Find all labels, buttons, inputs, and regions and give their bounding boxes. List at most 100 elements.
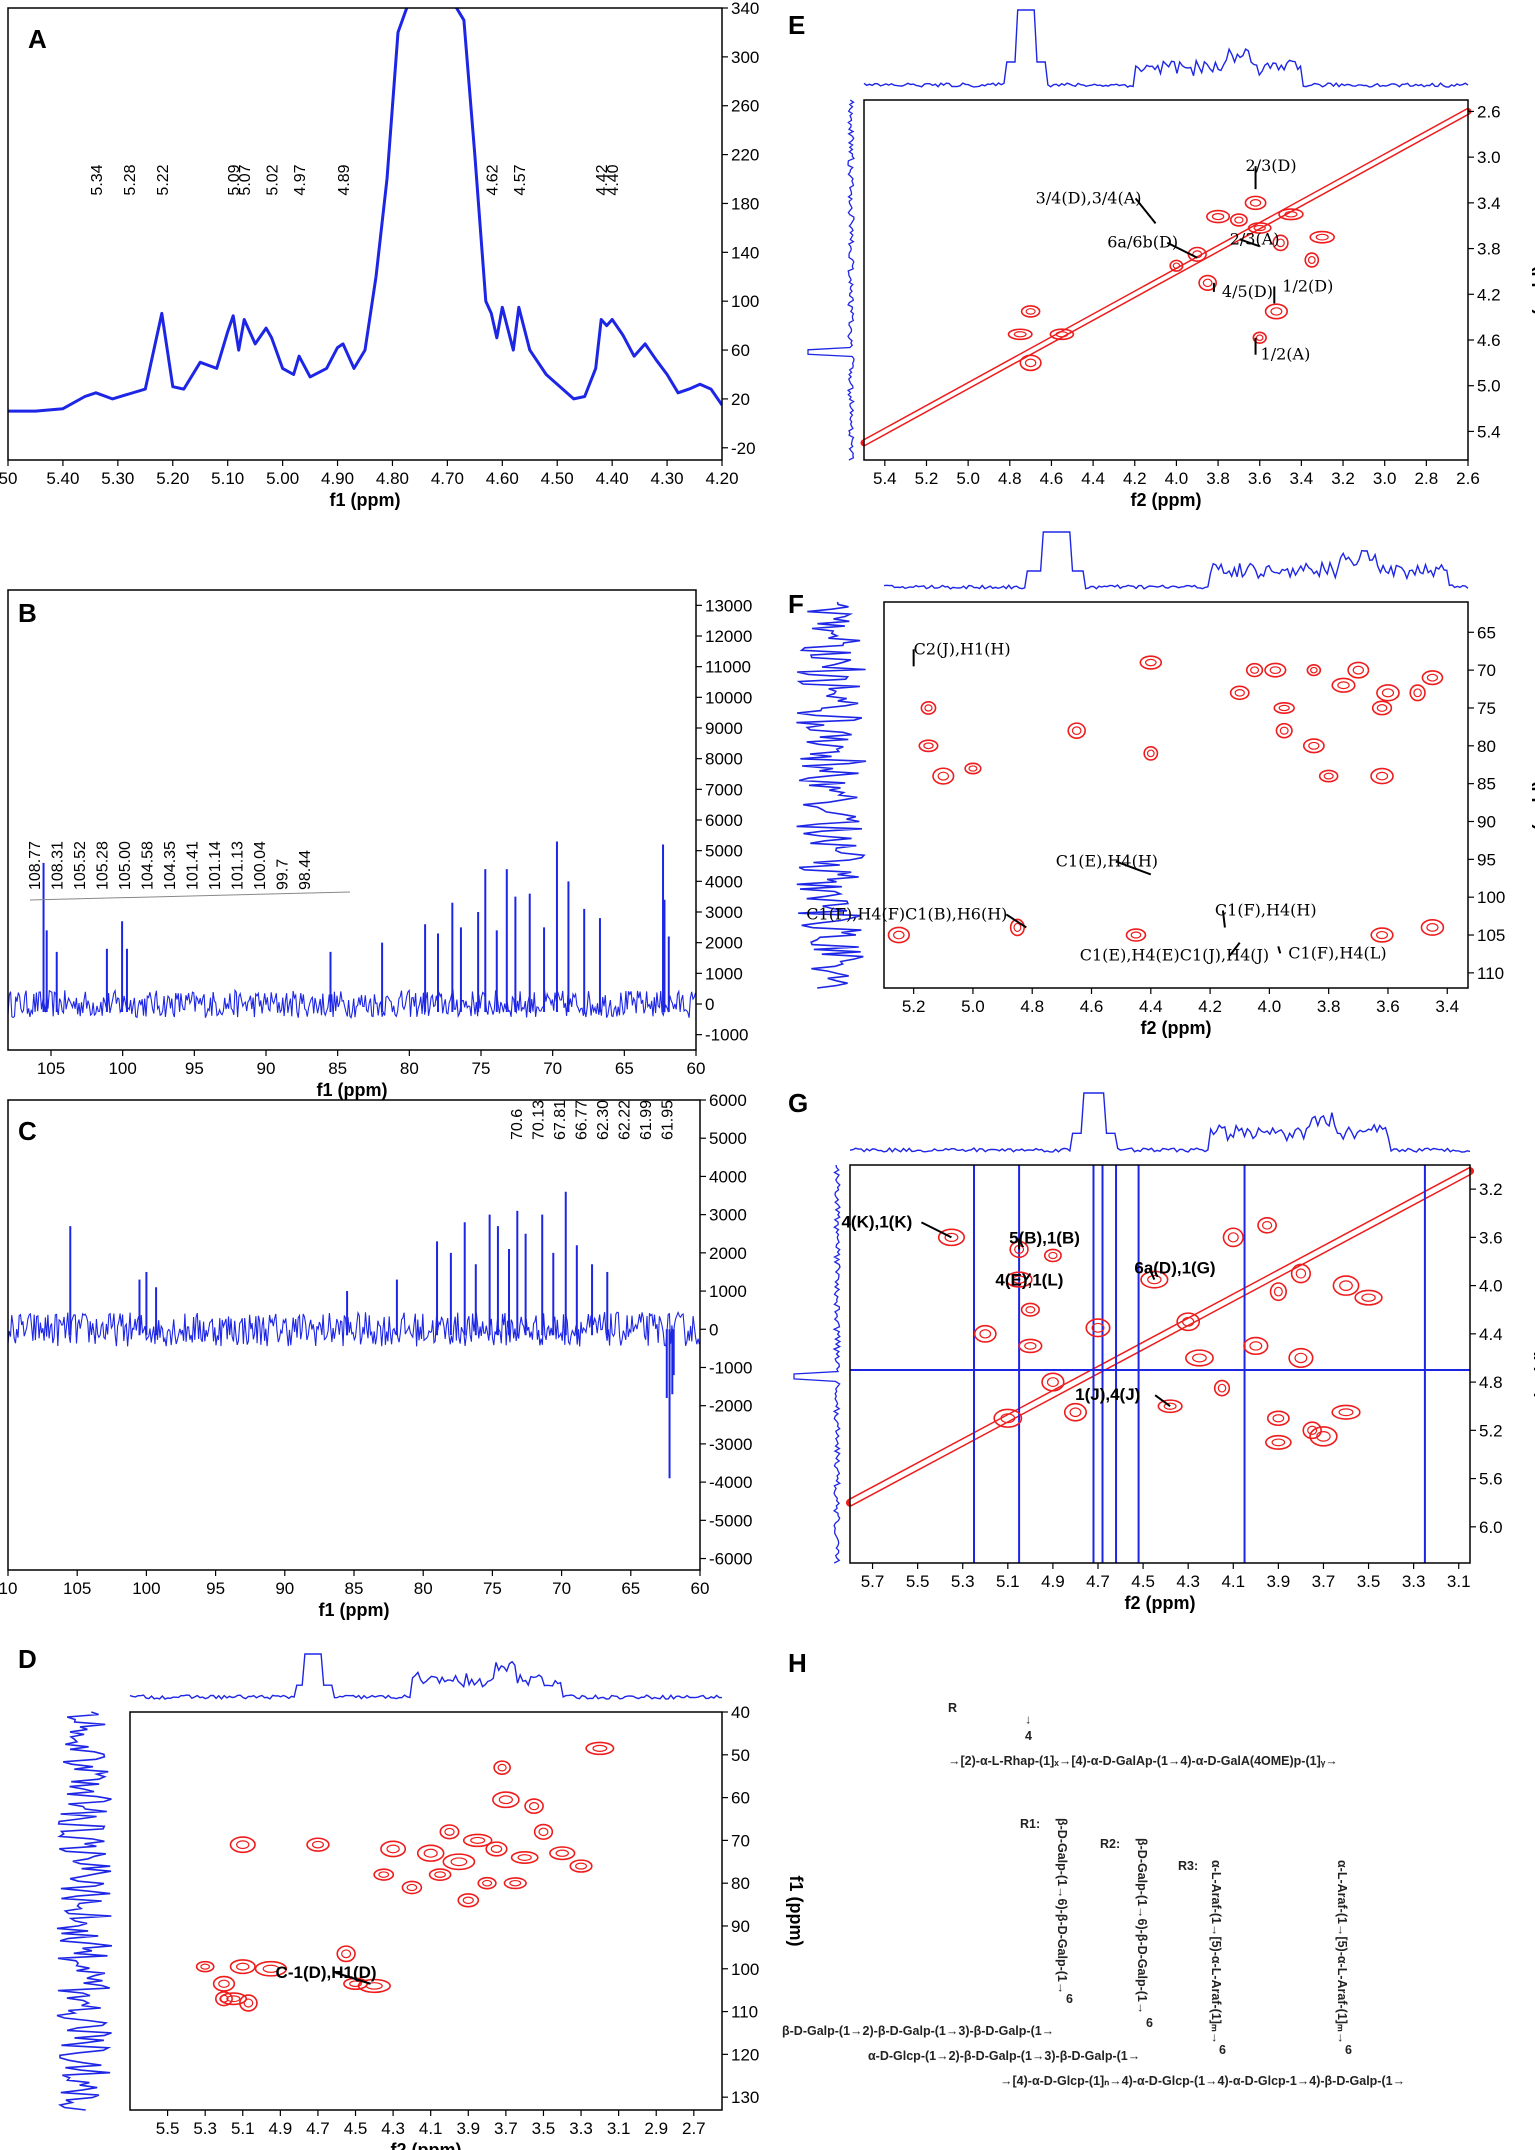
panel-g-x-tick-label: 3.3 [1402, 1572, 1426, 1591]
structure-r2-label: R2: [1100, 1837, 1120, 1851]
panel-a-peak-label: 5.07 [237, 164, 254, 195]
panel-d-cross-peak [533, 1823, 554, 1840]
panel-g-cross-peak-inner [1182, 1316, 1195, 1327]
panel-d-cross-peak-inner [444, 1827, 455, 1836]
panel-e-x-tick-label: 5.2 [915, 469, 939, 488]
panel-c-x-tick-label: 80 [414, 1579, 433, 1598]
panel-a-peak-label: 5.34 [89, 164, 106, 195]
panel-e-y-axis-label: f1 (ppm) [1532, 245, 1535, 316]
panel-f-x-tick-label: 4.0 [1258, 997, 1282, 1016]
panel-d-x-tick-label: 4.3 [381, 2119, 405, 2138]
panel-g-diagonal-inner [848, 1168, 1472, 1505]
panel-d-x-tick-label: 5.5 [156, 2119, 180, 2138]
panel-d-cross-peak-inner [349, 1980, 362, 1988]
panel-e-x-tick-label: 4.8 [998, 469, 1022, 488]
panel-e-cross-peak [1272, 234, 1289, 252]
panel-e-annotation-leader [1239, 238, 1261, 248]
panel-g-cross-peak [1043, 1248, 1062, 1263]
panel-b-peak-label: 108.77 [27, 841, 44, 890]
panel-a-x-tick-label: 4.80 [376, 469, 409, 488]
panel-d-cross-peak [195, 1960, 215, 1973]
panel-d-cross-peak-inner [365, 1982, 383, 1990]
panel-g-cross-peak [1185, 1349, 1214, 1367]
panel-b-y-tick-label: 5000 [705, 842, 743, 861]
panel-f-cross-peak [918, 739, 939, 753]
panel-g-x-tick-label: 3.7 [1312, 1572, 1336, 1591]
panel-d-cross-peak [215, 1991, 233, 2007]
panel-f-y-tick-label: 85 [1477, 775, 1496, 794]
panel-e-cross-peak-inner [1211, 212, 1225, 221]
panel-g-cross-peak-inner [1069, 1407, 1082, 1418]
panel-e-cross-peak [1304, 252, 1320, 268]
panel-d-x-tick-label: 5.3 [193, 2119, 217, 2138]
panel-a-plot-frame [7, 7, 723, 461]
panel-g-cross-peak-inner [1271, 1438, 1286, 1447]
structure-r-top: R [948, 1701, 957, 1715]
panel-g-noesy-spectrum: 5.7 5.5 5.3 5.1 4.9 4.7 4.5 4.3 4.1 3.9 3.7 3.5 3.3 3… [793, 1092, 1535, 1613]
panel-d-cross-peak-inner [311, 1840, 324, 1849]
panel-f-cross-peak [1376, 684, 1400, 702]
panel-f-cross-peak [1139, 655, 1163, 670]
panel-g-annotation-leader [1024, 1272, 1032, 1282]
panel-label-d: D [18, 1644, 37, 1674]
panel-g-cross-peak-inner [1163, 1402, 1177, 1410]
panel-f-cross-peak-inner [937, 771, 950, 781]
panel-f-cross-peak-inner [1013, 922, 1022, 933]
panel-e-cosy-spectrum: 5.4 5.2 5.0 4.8 4.6 4.4 4.2 4.0 3.8 3.6 3.4 3.2 3.0 2… [807, 9, 1535, 510]
panel-b-peak-label: 105.28 [95, 841, 112, 890]
panel-g-cross-peak [1140, 1270, 1169, 1289]
panel-f-cross-peak [932, 767, 955, 785]
panel-e-cross-peak [1019, 354, 1042, 372]
panel-d-cross-peak [549, 1846, 576, 1861]
panel-d-x-axis-label: f2 (ppm) [391, 2140, 462, 2150]
structure-r3-label: R3: [1178, 1859, 1198, 1873]
panel-a-spectrum-line [8, 8, 722, 413]
panel-e-x-tick-label: 3.4 [1290, 469, 1314, 488]
panel-label-c: C [18, 1116, 37, 1146]
panel-d-cross-peak-inner [219, 1994, 229, 2003]
panel-d-cross-peak-inner [462, 1896, 474, 1905]
panel-g-cross-peak [1020, 1302, 1040, 1317]
panel-g-cross-peak [1222, 1227, 1244, 1248]
panel-f-y-tick-label: 110 [1477, 964, 1504, 983]
panel-a-x-tick-label: 4.40 [596, 469, 629, 488]
panel-e-y-tick-label: 4.6 [1477, 331, 1501, 350]
panel-g-annotation: 4(K),1(K) [841, 1212, 912, 1231]
panel-a-peak-label: 4.42 [594, 164, 611, 195]
panel-g-cross-peak [937, 1228, 966, 1247]
panel-g-y-tick-label: 5.6 [1479, 1470, 1503, 1489]
panel-f-y-tick-label: 75 [1477, 699, 1496, 718]
panel-d-cross-peak-inner [341, 1949, 352, 1959]
panel-g-cross-peak-inner [979, 1329, 992, 1339]
panel-d-cross-peak [254, 1960, 288, 1977]
panel-d-cross-peak [439, 1824, 460, 1840]
panel-b-y-tick-label: 11000 [705, 658, 751, 677]
panel-f-annotation: C1(E),H4(H) [1056, 851, 1158, 870]
panel-d-y-tick-label: 110 [731, 2003, 758, 2022]
panel-d-x-tick-label: 3.1 [607, 2119, 631, 2138]
panel-b-x-tick-label: 75 [472, 1059, 491, 1078]
panel-g-cross-peak [1243, 1336, 1269, 1356]
panel-f-cross-peak [1125, 928, 1147, 942]
panel-b-y-tick-label: 13000 [705, 596, 752, 615]
panel-b-peak-label: 105.52 [72, 841, 89, 890]
panel-e-cross-peak-inner [1055, 331, 1069, 338]
structure-line-2: β-D-Galp-(1→2)-β-D-Galp-(1→3)-β-D-Galp-(… [782, 2024, 1054, 2038]
panel-e-left-projection [807, 99, 855, 461]
panel-g-y-tick-label: 3.6 [1479, 1228, 1503, 1247]
panel-d-y-tick-label: 80 [731, 1874, 750, 1893]
panel-d-y-tick-label: 130 [731, 2088, 759, 2107]
panel-a-x-tick-label: 4.90 [321, 469, 354, 488]
panel-g-x-tick-label: 4.1 [1221, 1572, 1245, 1591]
panel-f-cross-peak-inner [1426, 673, 1439, 682]
structure-chain-r2: β-D-Galp-(1→6)-β-D-Galp-(1→ [1135, 1838, 1149, 2014]
panel-d-cross-peak [493, 1760, 511, 1775]
panel-f-x-tick-label: 5.2 [902, 997, 926, 1016]
panel-e-cross-peak [1278, 208, 1304, 221]
panel-g-cross-peak-inner [1025, 1306, 1036, 1314]
panel-c-y-tick-label: -4000 [709, 1473, 752, 1492]
panel-b-x-tick-label: 95 [185, 1059, 204, 1078]
panel-g-x-tick-label: 5.5 [906, 1572, 930, 1591]
panel-d-x-tick-label: 4.5 [344, 2119, 368, 2138]
panel-b-x-tick-label: 90 [257, 1059, 276, 1078]
